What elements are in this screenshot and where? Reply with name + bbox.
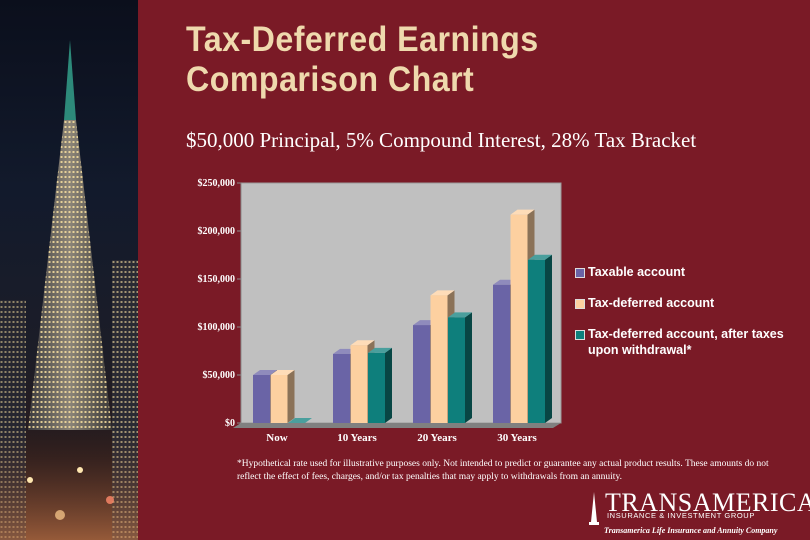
slide-title: Tax-Deferred Earnings Comparison Chart: [186, 20, 539, 100]
slide-title-line-2: Comparison Chart: [186, 60, 475, 99]
x-tick-label: 10 Years: [337, 432, 377, 444]
bar-top: [510, 209, 535, 215]
bar-top: [528, 254, 552, 260]
y-tick-label: $250,000: [198, 178, 236, 189]
bar-top: [448, 312, 472, 318]
bar: [350, 345, 368, 423]
x-tick-label: Now: [266, 432, 287, 444]
bar: [333, 353, 350, 423]
brand-subtitle: INSURANCE & INVESTMENT GROUP: [607, 511, 755, 520]
slide-subtitle: $50,000 Principal, 5% Compound Interest,…: [186, 128, 697, 152]
legend-item: Tax-deferred account, after taxes upon w…: [575, 326, 800, 358]
y-tick-label: $200,000: [198, 226, 236, 237]
brand-name: TRANSAMERICA: [605, 488, 810, 517]
bar-top: [253, 370, 277, 375]
legend-swatch: [575, 299, 585, 309]
bar-side: [545, 254, 552, 423]
bar: [413, 325, 430, 423]
y-tick-label: $100,000: [198, 322, 236, 333]
bar-side: [287, 370, 295, 423]
bar: [253, 375, 270, 423]
chart-floor: [233, 423, 561, 428]
bar: [510, 214, 528, 423]
bar-side: [465, 312, 472, 423]
chart-legend: Taxable account Tax-deferred account Tax-d…: [575, 264, 800, 373]
bar-top: [288, 418, 312, 423]
transamerica-brand: TRANSAMERICA INSURANCE & INVESTMENT GROU…: [585, 488, 810, 537]
legend-item: Taxable account: [575, 264, 800, 280]
bar-top: [430, 290, 455, 296]
bar: [430, 295, 448, 423]
bar-top: [368, 347, 392, 353]
bar: [448, 317, 465, 423]
legend-label: Taxable account: [588, 265, 686, 279]
x-tick-label: 20 Years: [417, 432, 457, 444]
bar-top: [270, 370, 295, 375]
bar-side: [385, 347, 392, 423]
bar-chart: $0 $50,000 $100,000 $150,000 $200,000 $250,00…: [198, 178, 562, 444]
legend-swatch: [575, 268, 585, 278]
legend-swatch: [575, 330, 585, 340]
legend-item: Tax-deferred account: [575, 295, 800, 311]
disclaimer-footnote: *Hypothetical rate used for illustrative…: [237, 459, 769, 482]
y-tick-label: $0: [225, 418, 235, 429]
x-tick-label: 30 Years: [497, 432, 537, 444]
skyscraper-photo: [0, 0, 138, 540]
bar-top: [350, 340, 375, 346]
bar: [528, 259, 545, 423]
pyramid-logo-icon: [589, 492, 599, 525]
slide-title-line-1: Tax-Deferred Earnings: [186, 20, 539, 59]
legend-label: Tax-deferred account, after taxes upon w…: [588, 327, 784, 357]
bar: [368, 352, 385, 423]
legend-label: Tax-deferred account: [588, 296, 715, 310]
y-tick-label: $150,000: [198, 274, 236, 285]
bar: [270, 375, 288, 423]
brand-tagline: Transamerica Life Insurance and Annuity …: [604, 526, 778, 535]
y-tick-label: $50,000: [203, 370, 236, 381]
bar: [493, 284, 510, 423]
